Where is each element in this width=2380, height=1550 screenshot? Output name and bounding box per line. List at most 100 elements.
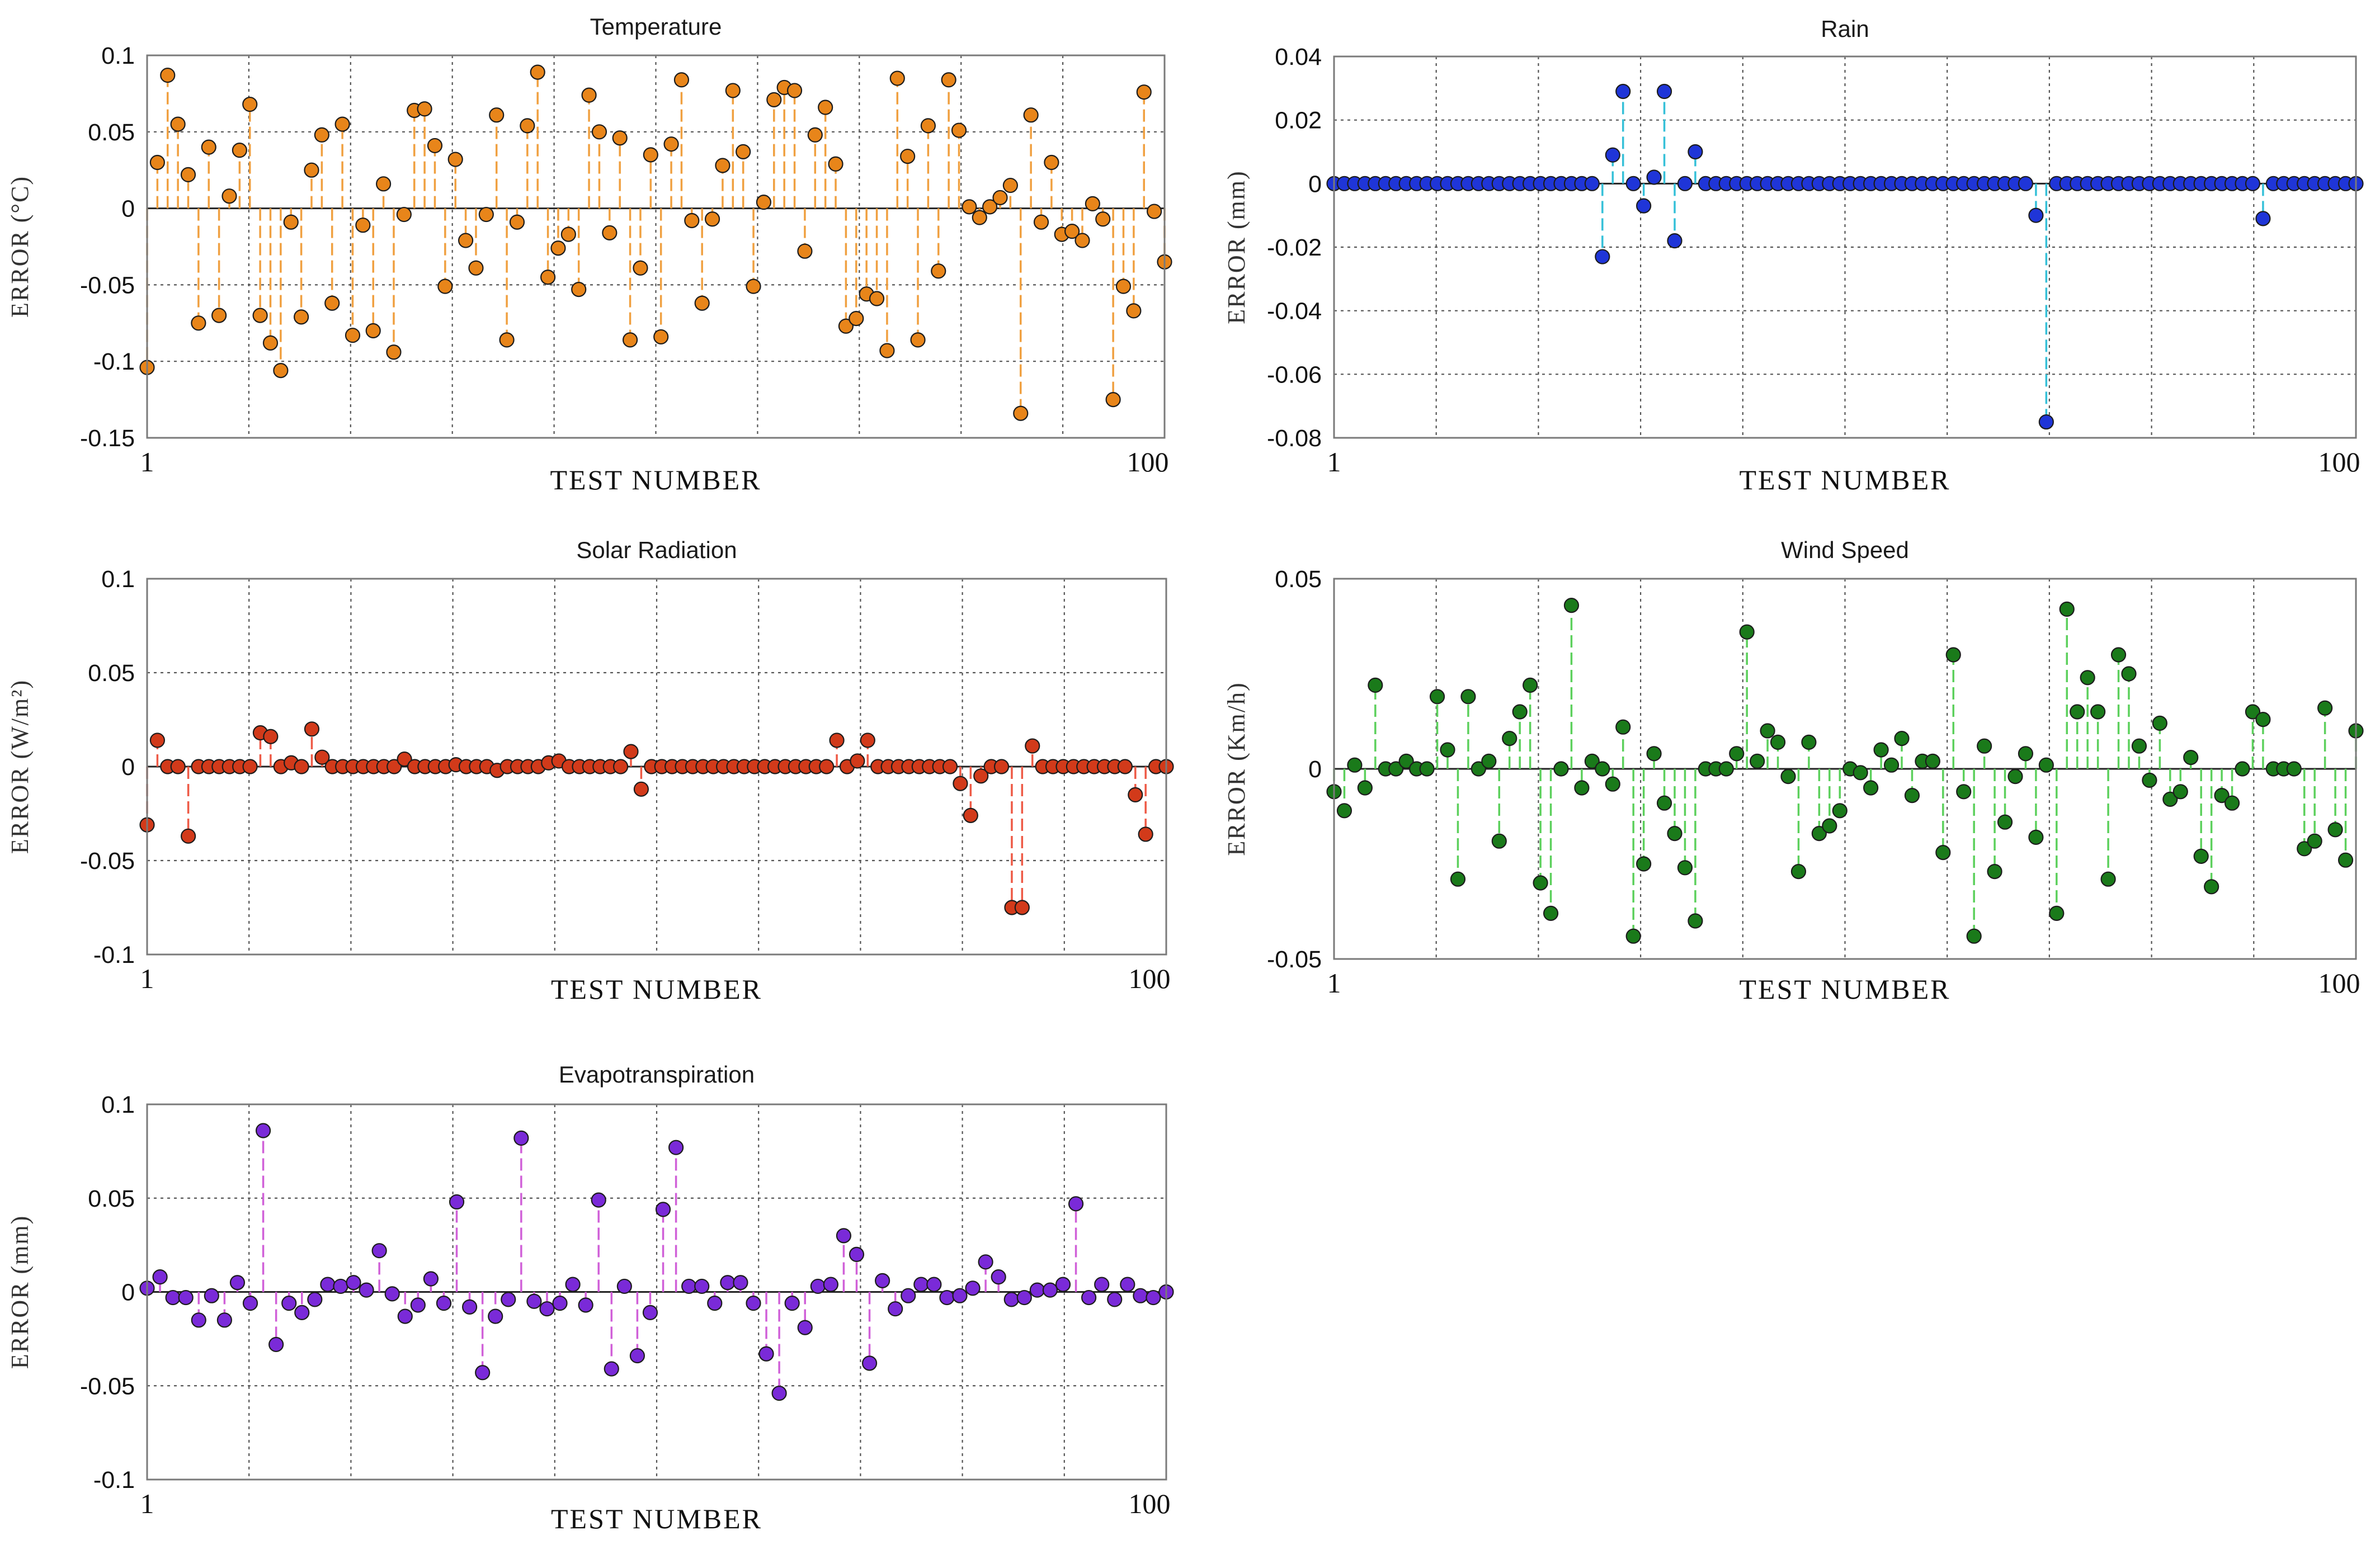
x-axis-label: TEST NUMBER: [550, 464, 762, 495]
data-point: [1718, 761, 1734, 777]
data-point: [539, 1301, 555, 1317]
data-point: [2245, 704, 2261, 720]
data-point: [1822, 818, 1837, 834]
panel-temperature: 0.1 0.05 0 -0.05 -0.1 -0.151 100 Temperature TES…: [6, 13, 1172, 495]
data-point: [1074, 233, 1090, 248]
y-tick-label: 0: [121, 754, 135, 781]
data-point: [2080, 670, 2095, 686]
data-point: [365, 323, 381, 339]
data-point: [355, 218, 371, 233]
data-point: [941, 72, 956, 88]
data-point: [1002, 177, 1018, 193]
data-point: [1440, 742, 1455, 758]
data-point: [2172, 784, 2188, 800]
data-point: [704, 211, 720, 227]
data-point: [616, 1278, 632, 1294]
x-tick-label-end: 100: [2318, 967, 2360, 999]
data-point: [2214, 787, 2230, 804]
data-point: [345, 328, 361, 343]
data-point: [1646, 746, 1662, 762]
data-point: [888, 1301, 903, 1317]
data-point: [1460, 689, 1476, 705]
data-point: [1853, 765, 1868, 781]
x-tick-label-end: 100: [1127, 446, 1169, 478]
data-point: [1760, 723, 1775, 739]
data-point: [612, 130, 628, 146]
data-point: [417, 101, 432, 117]
data-point: [1956, 784, 1972, 800]
y-tick-label: -0.05: [1267, 946, 1322, 973]
axes-frame: [1333, 578, 2357, 960]
y-tick-label: 0.05: [88, 1185, 135, 1212]
data-point: [913, 1277, 929, 1292]
data-point: [1966, 928, 1982, 944]
data-point: [1790, 863, 1807, 880]
data-point: [170, 759, 186, 774]
data-point: [201, 139, 216, 155]
data-point: [540, 270, 556, 285]
data-point: [1563, 597, 1580, 613]
data-point: [2142, 772, 2157, 788]
data-point: [951, 122, 967, 138]
data-point: [926, 1277, 942, 1292]
data-point: [1081, 1289, 1097, 1306]
data-point: [591, 124, 607, 140]
data-point: [2327, 822, 2343, 838]
data-point: [1584, 176, 1600, 191]
data-point: [242, 96, 258, 112]
data-point: [992, 190, 1008, 206]
data-point: [2007, 768, 2023, 785]
data-point: [520, 118, 535, 134]
y-axis-label: ERROR (mm): [6, 1215, 34, 1369]
data-point: [771, 1386, 787, 1401]
data-point: [526, 1293, 542, 1309]
data-point: [232, 143, 247, 158]
data-point: [1126, 303, 1142, 319]
data-point: [920, 118, 936, 134]
data-point: [170, 116, 186, 132]
y-tick-label: 0.05: [88, 119, 135, 146]
data-point: [307, 1292, 323, 1307]
data-point: [216, 1312, 232, 1328]
y-axis-label: ERROR (Km/h): [1223, 682, 1250, 856]
data-point: [371, 1243, 387, 1259]
data-point: [642, 1305, 658, 1321]
data-point: [489, 107, 505, 123]
axes-frame: [146, 1103, 1167, 1481]
data-point: [850, 753, 865, 769]
data-point: [1491, 833, 1507, 849]
y-tick-label: -0.1: [93, 348, 135, 375]
data-point: [1770, 734, 1786, 750]
data-point: [204, 1288, 219, 1303]
data-point: [784, 1296, 800, 1311]
data-point: [643, 147, 658, 163]
data-point: [633, 781, 649, 797]
y-tick-label: -0.02: [1267, 234, 1322, 261]
y-tick-label: -0.04: [1267, 298, 1322, 325]
data-point: [2018, 746, 2034, 762]
data-point: [375, 176, 392, 192]
data-point: [552, 1296, 568, 1311]
x-axis-label: TEST NUMBER: [1740, 974, 1951, 1005]
data-point: [1471, 761, 1486, 777]
data-point: [1977, 738, 1992, 754]
data-point: [818, 100, 833, 115]
data-point: [461, 1299, 478, 1315]
data-point: [386, 344, 402, 360]
plot-area: [147, 55, 1165, 438]
data-point: [736, 144, 751, 159]
data-point: [861, 1355, 878, 1371]
data-point: [849, 310, 864, 327]
data-point: [1935, 844, 1951, 861]
y-axis-label: ERROR (W/m²): [6, 679, 34, 854]
data-point: [653, 329, 669, 345]
data-point: [314, 749, 330, 765]
data-point: [229, 1275, 246, 1291]
data-point: [1904, 787, 1920, 804]
y-tick-label: -0.06: [1267, 361, 1322, 388]
data-point: [165, 1289, 181, 1306]
data-point: [410, 1297, 426, 1313]
data-point: [1502, 730, 1517, 746]
data-point: [458, 233, 474, 248]
